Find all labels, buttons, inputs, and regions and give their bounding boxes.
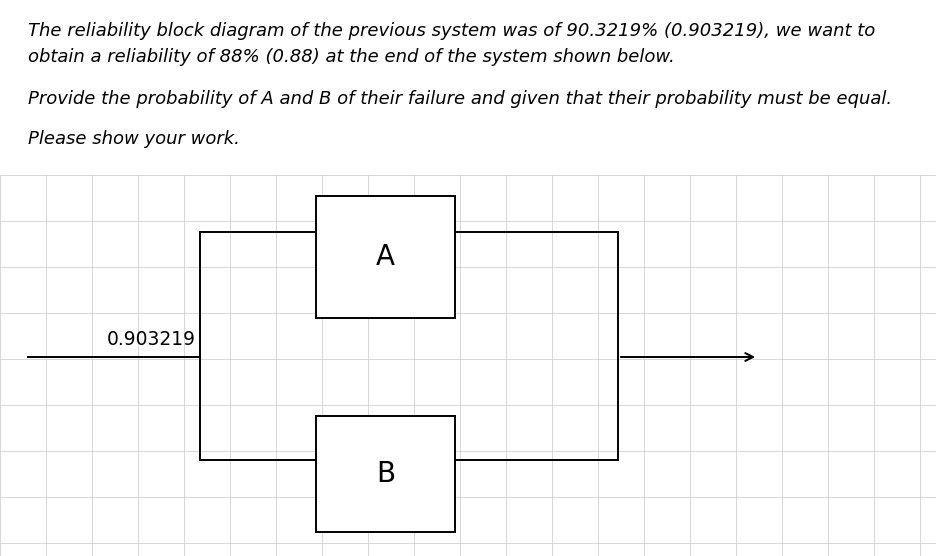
Bar [316,416,455,532]
Text: A: A [376,243,395,271]
Text: B: B [376,460,395,488]
Text: obtain a reliability of 88% (0.88) at the end of the system shown below.: obtain a reliability of 88% (0.88) at th… [28,48,675,66]
Text: Provide the probability of A and B of their failure and given that their probabi: Provide the probability of A and B of th… [28,90,892,108]
Text: The reliability block diagram of the previous system was of 90.3219% (0.903219),: The reliability block diagram of the pre… [28,22,875,40]
Text: Please show your work.: Please show your work. [28,130,240,148]
Bar [316,196,455,318]
Text: 0.903219: 0.903219 [107,330,196,349]
